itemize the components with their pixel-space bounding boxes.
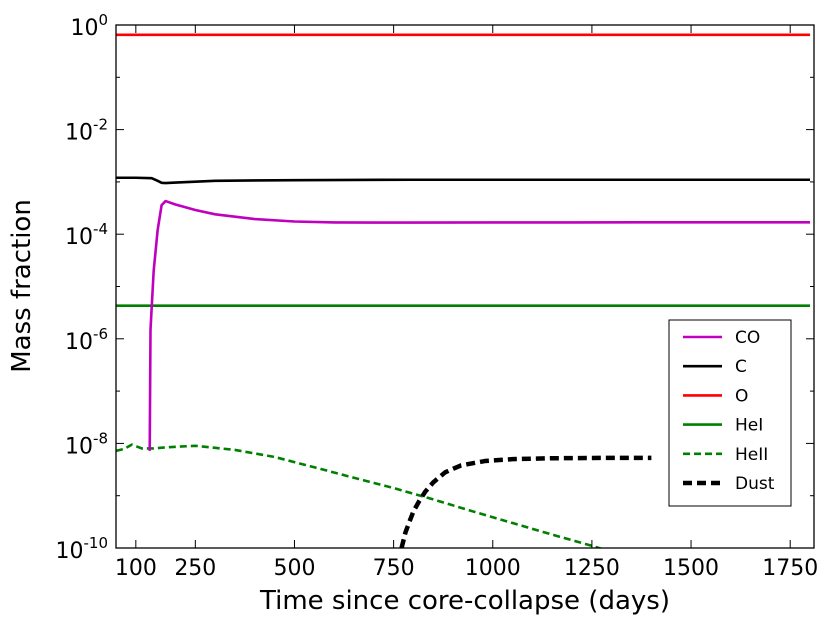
x-tick-label: 1750	[762, 556, 818, 581]
y-tick-label: 10-4	[65, 220, 108, 250]
legend-label-o: O	[735, 386, 748, 406]
legend: CO CO HeI HeII Dust	[668, 319, 792, 507]
x-tick-label: 1000	[465, 556, 521, 581]
y-tick-label: 100	[70, 11, 108, 41]
y-axis-label: Mass fraction	[7, 199, 37, 373]
x-tick-label: 500	[273, 556, 315, 581]
legend-label-dust: Dust	[735, 474, 775, 494]
series-line-co	[148, 199, 811, 451]
x-tick-label: 750	[373, 556, 415, 581]
series-layer	[116, 33, 811, 548]
legend-label-heii: HeII	[735, 445, 768, 465]
y-tick-label: 10-8	[65, 429, 108, 459]
x-tick-label: 1250	[564, 556, 620, 581]
y-tick-label: 10-10	[56, 534, 109, 564]
x-tick-label: 1500	[663, 556, 719, 581]
x-axis-label: Time since core-collapse (days)	[259, 586, 670, 616]
legend-label-co: CO	[735, 328, 760, 348]
x-tick-label: 250	[174, 556, 216, 581]
x-tick-label: 100	[115, 556, 157, 581]
series-line-c	[116, 176, 811, 185]
legend-label-c: C	[735, 357, 747, 377]
y-tick-label: 10-6	[65, 325, 108, 355]
ticks-layer: 100 250 500 750 1000 1250 1500 1750 100 10-2 10-4 1…	[56, 11, 819, 581]
legend-box	[668, 319, 792, 507]
y-tick-label: 10-2	[65, 116, 108, 146]
series-line-dust	[399, 455, 652, 548]
legend-label-hei: HeI	[735, 416, 763, 436]
series-line-heii	[116, 443, 604, 548]
